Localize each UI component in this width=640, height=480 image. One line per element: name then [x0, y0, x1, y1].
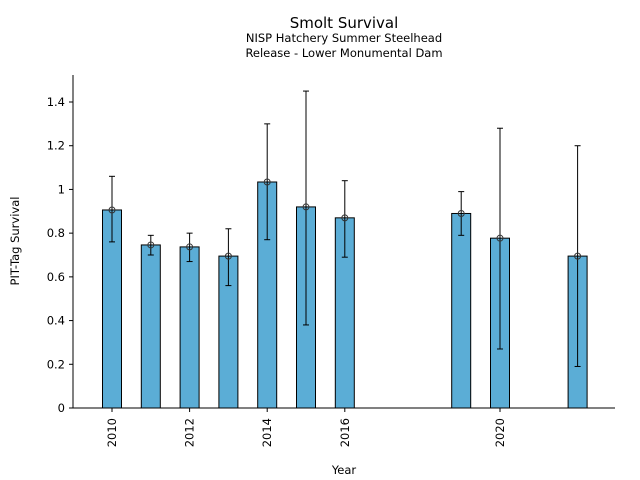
x-tick-label: 2012 — [183, 418, 197, 447]
data-point-marker — [108, 206, 116, 214]
data-point-marker — [224, 252, 232, 260]
data-point-marker — [574, 252, 582, 260]
y-tick-label: 1.4 — [47, 95, 65, 109]
y-tick-label: 0 — [58, 401, 65, 415]
plot-area: 0 0.2 0.4 0.6 0.8 1 1.2 1.4 2010 2012 2014 2016 2020 — [47, 75, 615, 447]
data-point-marker — [186, 243, 194, 251]
y-tick-label: 0.4 — [47, 314, 65, 328]
data-point-marker — [341, 214, 349, 222]
x-axis-label: Year — [331, 463, 357, 477]
chart-subtitle-line-2: Release - Lower Monumental Dam — [245, 46, 442, 60]
y-tick-label: 0.6 — [47, 270, 65, 284]
y-tick-label: 0.8 — [47, 226, 65, 240]
bar — [179, 246, 200, 409]
x-tick-label: 2010 — [105, 418, 119, 447]
y-tick-label: 0.2 — [47, 357, 65, 371]
bar — [140, 244, 161, 409]
y-tick-label: 1 — [58, 182, 65, 196]
data-point-marker — [302, 203, 310, 211]
chart-subtitle-line-1: NISP Hatchery Summer Steelhead — [246, 31, 442, 45]
chart-title: Smolt Survival — [290, 14, 399, 32]
x-tick-label: 2020 — [493, 418, 507, 447]
x-tick-label: 2016 — [338, 418, 352, 447]
data-point-marker — [496, 234, 504, 242]
data-point-marker — [457, 209, 465, 217]
data-point-marker — [147, 241, 155, 249]
data-point-marker — [263, 178, 271, 186]
x-tick-label: 2014 — [260, 418, 274, 447]
bar — [451, 212, 472, 409]
y-tick-label: 1.2 — [47, 139, 65, 153]
y-axis-label: PIT-Tag Survival — [8, 197, 22, 286]
